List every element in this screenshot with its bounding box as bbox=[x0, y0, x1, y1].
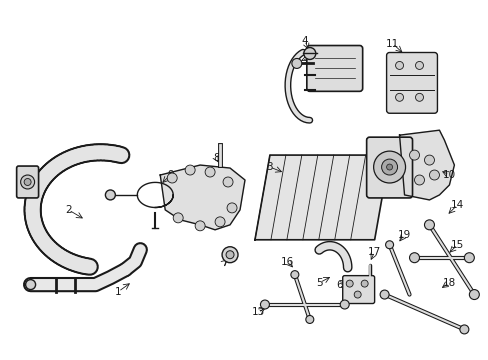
Polygon shape bbox=[254, 155, 389, 240]
Circle shape bbox=[353, 291, 361, 298]
Text: 19: 19 bbox=[397, 230, 410, 240]
Text: 5: 5 bbox=[316, 278, 323, 288]
Circle shape bbox=[25, 280, 36, 289]
Text: 17: 17 bbox=[367, 247, 381, 257]
Text: 13: 13 bbox=[251, 307, 264, 318]
Text: 15: 15 bbox=[450, 240, 463, 250]
Circle shape bbox=[260, 300, 269, 309]
Text: 8: 8 bbox=[212, 153, 219, 163]
Polygon shape bbox=[399, 130, 453, 200]
Circle shape bbox=[414, 175, 424, 185]
Circle shape bbox=[290, 271, 298, 279]
Circle shape bbox=[105, 190, 115, 200]
Circle shape bbox=[464, 253, 473, 263]
FancyBboxPatch shape bbox=[386, 53, 437, 113]
FancyBboxPatch shape bbox=[306, 45, 362, 91]
Circle shape bbox=[24, 179, 31, 185]
Text: 4: 4 bbox=[301, 36, 307, 46]
Circle shape bbox=[167, 173, 177, 183]
FancyBboxPatch shape bbox=[17, 166, 39, 198]
Circle shape bbox=[424, 155, 433, 165]
Circle shape bbox=[305, 315, 313, 323]
Circle shape bbox=[226, 203, 237, 213]
Circle shape bbox=[408, 150, 419, 160]
Circle shape bbox=[379, 290, 388, 299]
Circle shape bbox=[20, 175, 35, 189]
Circle shape bbox=[415, 93, 423, 101]
Circle shape bbox=[361, 280, 367, 287]
Circle shape bbox=[386, 164, 392, 170]
Text: 9: 9 bbox=[166, 170, 173, 180]
Text: 11: 11 bbox=[385, 39, 398, 49]
Circle shape bbox=[185, 165, 195, 175]
Circle shape bbox=[385, 241, 393, 249]
Circle shape bbox=[291, 58, 301, 68]
Text: 3: 3 bbox=[266, 162, 273, 172]
Circle shape bbox=[222, 247, 238, 263]
Circle shape bbox=[468, 289, 478, 300]
Text: 6: 6 bbox=[336, 280, 343, 289]
Circle shape bbox=[195, 221, 204, 231]
Circle shape bbox=[415, 62, 423, 69]
FancyBboxPatch shape bbox=[342, 276, 374, 303]
Circle shape bbox=[459, 325, 468, 334]
Circle shape bbox=[204, 167, 215, 177]
Circle shape bbox=[373, 151, 405, 183]
Text: 2: 2 bbox=[65, 205, 72, 215]
Text: 10: 10 bbox=[442, 170, 455, 180]
Polygon shape bbox=[160, 165, 244, 230]
Circle shape bbox=[428, 170, 439, 180]
Circle shape bbox=[303, 48, 315, 59]
Text: 16: 16 bbox=[281, 257, 294, 267]
Circle shape bbox=[408, 253, 419, 263]
Circle shape bbox=[381, 159, 397, 175]
Circle shape bbox=[225, 251, 234, 259]
Circle shape bbox=[340, 300, 348, 309]
Circle shape bbox=[395, 93, 403, 101]
Circle shape bbox=[395, 62, 403, 69]
Text: 1: 1 bbox=[115, 287, 122, 297]
Text: 18: 18 bbox=[442, 278, 455, 288]
Circle shape bbox=[223, 177, 233, 187]
Text: 14: 14 bbox=[450, 200, 463, 210]
FancyBboxPatch shape bbox=[366, 137, 412, 198]
Text: 7: 7 bbox=[220, 258, 227, 268]
Circle shape bbox=[215, 217, 224, 227]
Circle shape bbox=[424, 220, 433, 230]
Circle shape bbox=[173, 213, 183, 223]
Circle shape bbox=[346, 280, 352, 287]
Text: 12: 12 bbox=[295, 54, 308, 63]
